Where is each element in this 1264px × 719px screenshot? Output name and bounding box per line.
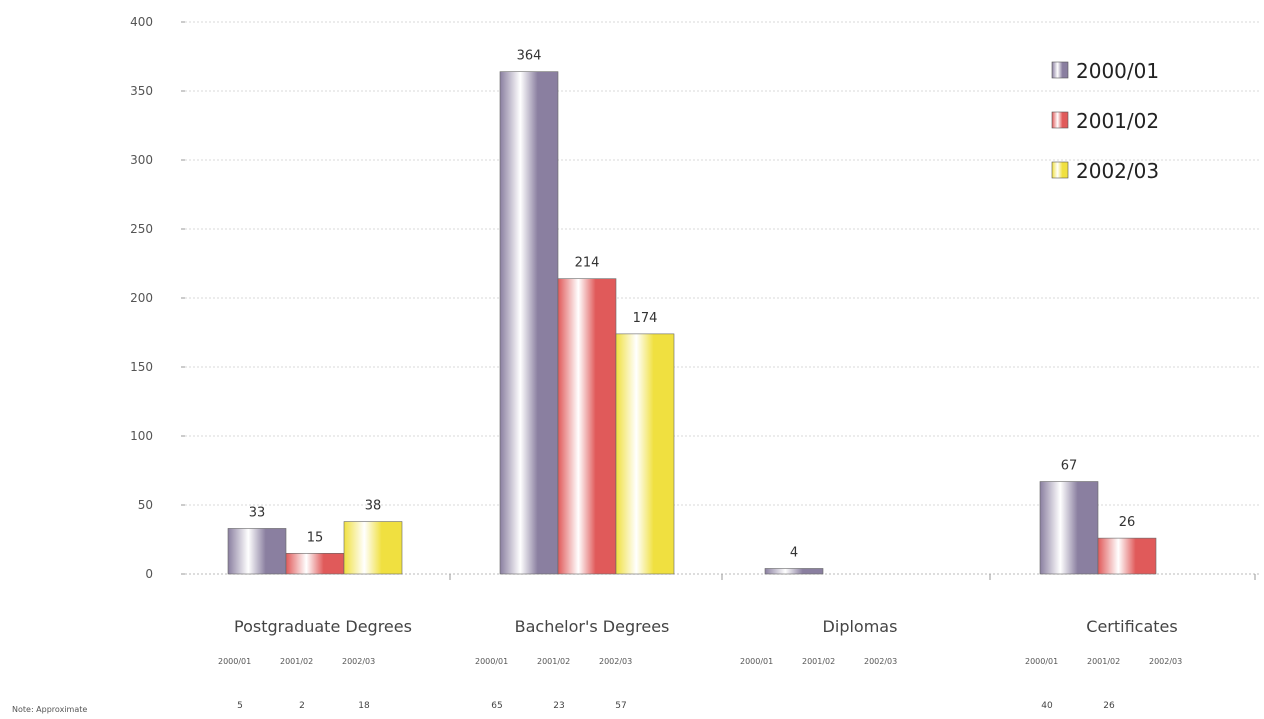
sub-table-value: 65 [491,701,502,711]
legend-swatch [1051,111,1069,129]
bar-2001-02-3 [1097,537,1157,575]
bar-value-label: 174 [633,311,658,326]
y-tick-label: 200 [130,291,153,305]
bar-value-label: 364 [517,49,542,64]
sub-table-year-label: 2001/02 [280,657,313,666]
sub-table-value: 40 [1041,701,1053,711]
legend-label: 2002/03 [1076,159,1159,183]
bar-value-label: 4 [790,545,798,560]
bar-labels-layer: 33 15 38 364 214 174 4 67 26 [249,49,1136,561]
y-tick-label: 250 [130,222,153,236]
legend-swatch [1051,161,1069,179]
sub-table-value: 57 [615,701,626,711]
bar-2000-01-3 [1039,481,1099,575]
y-tick-label: 350 [130,84,153,98]
sub-table-year-label: 2001/02 [1087,657,1120,666]
bar-2002-03-0 [343,521,403,575]
bar-2002-03-1 [615,333,675,575]
category-label: Bachelor's Degrees [515,617,670,636]
bar-value-label: 33 [249,505,266,520]
grid-layer [185,21,1260,506]
legend-label: 2000/01 [1076,59,1159,83]
sub-table-year-label: 2001/02 [537,657,570,666]
sub-table-year-label: 2002/03 [1149,657,1182,666]
source-note: Note: Approximate [12,705,87,714]
y-tick-label: 50 [138,498,153,512]
category-label: Diplomas [823,617,898,636]
sub-table-year-label: 2000/01 [1025,657,1058,666]
bar-2001-02-0 [285,552,345,575]
legend: 2000/01 2001/02 2002/03 [1051,59,1159,183]
y-tick-label: 400 [130,15,153,29]
sub-table-value: 18 [358,701,370,711]
bar-value-label: 38 [365,499,382,514]
sub-table-value: 2 [299,701,305,711]
bar-2000-01-1 [499,71,559,575]
y-tick-label: 100 [130,429,153,443]
sub-table-year-label: 2000/01 [218,657,251,666]
bars-layer [227,71,1157,575]
legend-swatch [1051,61,1069,79]
category-label: Postgraduate Degrees [234,617,412,636]
bar-2001-02-1 [557,278,617,575]
sub-table-year-label: 2000/01 [740,657,773,666]
y-axis: 0 50 100 150 200 250 300 350 400 [130,15,1260,581]
bar-value-label: 26 [1119,515,1136,530]
legend-label: 2001/02 [1076,109,1159,133]
sub-table-year-label: 2001/02 [802,657,835,666]
y-tick-label: 300 [130,153,153,167]
category-label: Certificates [1086,617,1177,636]
category-labels-layer: Postgraduate Degrees Bachelor's Degrees Di… [234,617,1178,636]
sub-table-layer: 2000/01 5 2001/02 2 2002/03 18 2000/01 65 2001/0… [218,657,1182,711]
y-tick-label: 150 [130,360,153,374]
sub-table-value: 5 [237,701,243,711]
bar-2000-01-2 [764,568,824,575]
sub-table-value: 23 [553,701,564,711]
bar-value-label: 15 [307,530,324,545]
sub-table-year-label: 2000/01 [475,657,508,666]
sub-table-year-label: 2002/03 [599,657,632,666]
y-tick-label: 0 [145,567,153,581]
sub-table-year-label: 2002/03 [864,657,897,666]
bar-value-label: 67 [1061,459,1078,474]
sub-table-year-label: 2002/03 [342,657,375,666]
bar-value-label: 214 [575,256,600,271]
bar-2000-01-0 [227,528,287,575]
sub-table-value: 26 [1103,701,1115,711]
